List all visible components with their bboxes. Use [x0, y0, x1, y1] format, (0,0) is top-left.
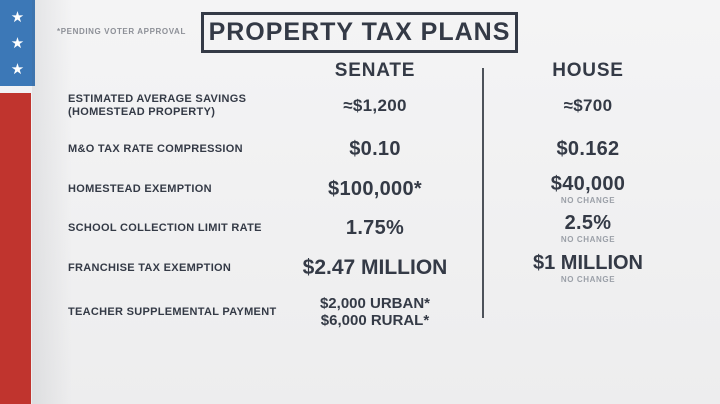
comparison-table: SENATE HOUSE ESTIMATED AVERAGE SAVINGS (…: [60, 58, 720, 336]
flag-red-stripe: [0, 93, 31, 404]
senate-value: $100,000*: [328, 177, 422, 200]
senate-value: $2,000 URBAN* $6,000 RURAL*: [319, 295, 431, 329]
house-value: 2.5% NO CHANGE: [508, 212, 668, 244]
page-title: PROPERTY TAX PLANS: [208, 18, 511, 46]
no-change-note: NO CHANGE: [560, 195, 616, 205]
star-icon: ★: [10, 34, 25, 52]
column-header-house: HOUSE: [552, 60, 624, 81]
table-row: M&O TAX RATE COMPRESSION $0.10 $0.162: [60, 128, 720, 170]
senate-value: ≈$1,200: [343, 96, 407, 116]
table-row: FRANCHISE TAX EXEMPTION $2.47 MILLION $1…: [60, 248, 720, 288]
row-label: M&O TAX RATE COMPRESSION: [68, 142, 243, 155]
row-label: TEACHER SUPPLEMENTAL PAYMENT: [68, 305, 277, 318]
row-label: FRANCHISE TAX EXEMPTION: [68, 261, 232, 274]
senate-value: $0.10: [349, 137, 401, 160]
title-box: PROPERTY TAX PLANS: [201, 12, 518, 53]
row-label: HOMESTEAD EXEMPTION: [68, 182, 212, 195]
column-header-senate: SENATE: [334, 60, 416, 81]
table-row: SCHOOL COLLECTION LIMIT RATE 1.75% 2.5% …: [60, 208, 720, 248]
flag-blue-canton: ★ ★ ★: [0, 0, 35, 86]
house-value: $40,000 NO CHANGE: [508, 173, 668, 205]
house-value: ≈$700: [563, 96, 613, 116]
pending-voter-approval-note: *PENDING VOTER APPROVAL: [57, 27, 186, 36]
house-value: $1 MILLION NO CHANGE: [508, 252, 668, 284]
table-row: TEACHER SUPPLEMENTAL PAYMENT $2,000 URBA…: [60, 288, 720, 336]
senate-value: 1.75%: [345, 216, 405, 239]
no-change-note: NO CHANGE: [560, 274, 616, 284]
no-change-note: NO CHANGE: [560, 234, 616, 244]
star-icon: ★: [10, 8, 25, 26]
senate-value: $2.47 MILLION: [302, 255, 448, 279]
row-label: SCHOOL COLLECTION LIMIT RATE: [68, 221, 262, 234]
table-header-row: SENATE HOUSE: [60, 58, 720, 84]
star-icon: ★: [10, 60, 25, 78]
column-divider: [482, 68, 484, 318]
table-row: ESTIMATED AVERAGE SAVINGS (HOMESTEAD PRO…: [60, 84, 720, 128]
row-label: ESTIMATED AVERAGE SAVINGS (HOMESTEAD PRO…: [68, 93, 247, 118]
table-row: HOMESTEAD EXEMPTION $100,000* $40,000 NO…: [60, 170, 720, 208]
house-value: $0.162: [556, 137, 620, 160]
